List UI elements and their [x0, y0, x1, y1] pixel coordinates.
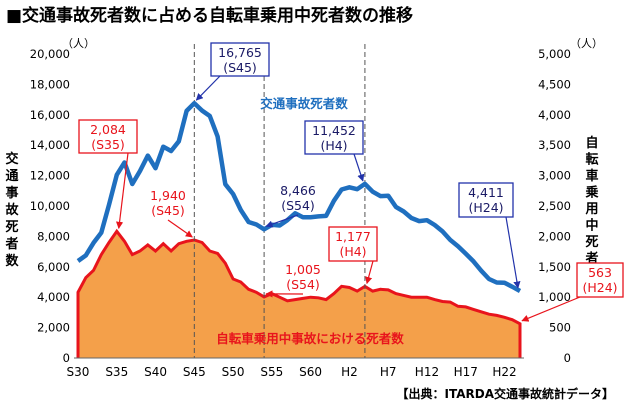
annotation: 11,452(H4) [304, 120, 365, 182]
annotation-value: 563 [588, 265, 612, 280]
annotation-value: 4,411 [468, 185, 504, 200]
annotation-box [78, 119, 138, 154]
annotation-arrow [353, 153, 365, 182]
x-tick-label: H12 [415, 365, 439, 379]
annotation-year: (S54) [286, 277, 320, 292]
x-tick-label: H17 [454, 365, 478, 379]
right-tick-label: 0 [564, 351, 571, 365]
annotation-value: 1,177 [335, 229, 371, 244]
plot-area [74, 44, 524, 359]
right-tick-label: 5,000 [538, 47, 571, 61]
right-axis-label: 自転車乗用中死者数 [584, 135, 599, 283]
left-tick-label: 16,000 [30, 108, 70, 122]
right-tick-label: 4,500 [538, 77, 571, 91]
x-tick-label: S50 [222, 365, 245, 379]
annotation-year: (S45) [151, 203, 185, 218]
annotation-year: (S45) [223, 60, 257, 75]
annotation-year: (H4) [320, 138, 347, 153]
annotation-arrow [505, 216, 521, 289]
annotation-box [210, 42, 270, 77]
left-tick-label: 6,000 [37, 260, 70, 274]
left-tick-label: 14,000 [30, 138, 70, 152]
left-tick-label: 12,000 [30, 169, 70, 183]
annotation-arrow [115, 152, 129, 230]
annotation-arrow [265, 214, 299, 228]
annotation-year: (S35) [91, 137, 125, 152]
left-tick-label: 20,000 [30, 47, 70, 61]
reference-lines [193, 44, 366, 358]
x-axis-ticks: S30 S35 S40 S45 S50 S55 S60 H2 H7 H12 H17 H22 [67, 365, 517, 379]
annotation-box [458, 182, 514, 218]
total-deaths-series-label: 交通事故死者数 [260, 96, 348, 111]
bicycle-deaths-area [78, 231, 520, 358]
annotation-box [328, 226, 378, 262]
left-tick-label: 8,000 [37, 229, 70, 243]
source-note: 【出典：ITARDA交通事故統計データ】 [397, 386, 615, 401]
annotation-arrow [195, 75, 221, 101]
annotation-value: 8,466 [280, 183, 316, 198]
left-axis-label: 交通事故死者数 [4, 151, 19, 269]
right-axis-ticks: 0 500 1,000 1,500 2,000 2,500 3,000 3,500 4,000 4… [538, 47, 571, 365]
left-tick-label: 2,000 [37, 321, 70, 335]
annotation: 1,005(S54) [265, 262, 321, 298]
right-tick-label: 1,000 [538, 290, 571, 304]
chart-title: ■交通事故死者数に占める自転車乗用中死者数の推移 [6, 5, 413, 26]
right-tick-label: 1,500 [538, 260, 571, 274]
annotation-year: (S54) [281, 198, 315, 213]
annotation-arrow [365, 260, 374, 285]
x-tick-label: H2 [341, 365, 358, 379]
annotation-box [304, 120, 364, 155]
annotation-value: 2,084 [90, 122, 126, 137]
annotation-arrow [521, 296, 581, 322]
right-tick-label: 500 [549, 321, 571, 335]
annotation-year: (H24) [468, 200, 503, 215]
right-axis-unit: （人） [570, 37, 603, 50]
annotation-value: 1,005 [285, 262, 321, 277]
annotation-value: 1,940 [150, 188, 186, 203]
bicycle-deaths-line [76, 228, 522, 358]
left-axis-ticks: 0 2,000 4,000 6,000 8,000 10,000 12,000 14,000 1… [30, 47, 70, 365]
right-tick-label: 2,500 [538, 199, 571, 213]
annotation-year: (H4) [339, 244, 366, 259]
left-tick-label: 4,000 [37, 290, 70, 304]
right-tick-label: 2,000 [538, 229, 571, 243]
annotation-value: 11,452 [312, 123, 356, 138]
annotation-year: (H24) [582, 280, 617, 295]
annotation: 1,177(H4) [328, 226, 378, 285]
x-tick-label: H7 [380, 365, 397, 379]
annotation-box [576, 262, 624, 298]
right-tick-label: 4,000 [538, 108, 571, 122]
annotation: 563(H24) [521, 262, 624, 322]
annotation: 16,765(S45) [195, 42, 270, 101]
right-tick-label: 3,500 [538, 138, 571, 152]
left-tick-label: 18,000 [30, 77, 70, 91]
total-deaths-line [76, 100, 522, 293]
x-tick-label: S35 [105, 365, 128, 379]
x-tick-label: S40 [144, 365, 167, 379]
annotation-value: 16,765 [218, 45, 262, 60]
x-tick-label: H22 [492, 365, 516, 379]
x-tick-label: S60 [299, 365, 322, 379]
x-tick-label: S45 [183, 365, 206, 379]
left-axis-unit: （人） [62, 37, 95, 50]
annotation: 2,084(S35) [78, 119, 138, 230]
bicycle-deaths-series-label: 自転車乗用中事故における死者数 [216, 331, 404, 346]
x-tick-label: S55 [260, 365, 283, 379]
annotation: 4,411(H24) [458, 182, 521, 289]
right-tick-label: 3,000 [538, 169, 571, 183]
annotation: 1,940(S45) [150, 188, 193, 238]
annotation-arrow [167, 219, 193, 238]
annotations: 16,765(S45)8,466(S54)11,452(H4)4,411(H24… [78, 42, 624, 322]
left-tick-label: 0 [63, 351, 70, 365]
x-tick-label: S30 [67, 365, 90, 379]
left-tick-label: 10,000 [30, 199, 70, 213]
annotation: 8,466(S54) [265, 183, 316, 228]
